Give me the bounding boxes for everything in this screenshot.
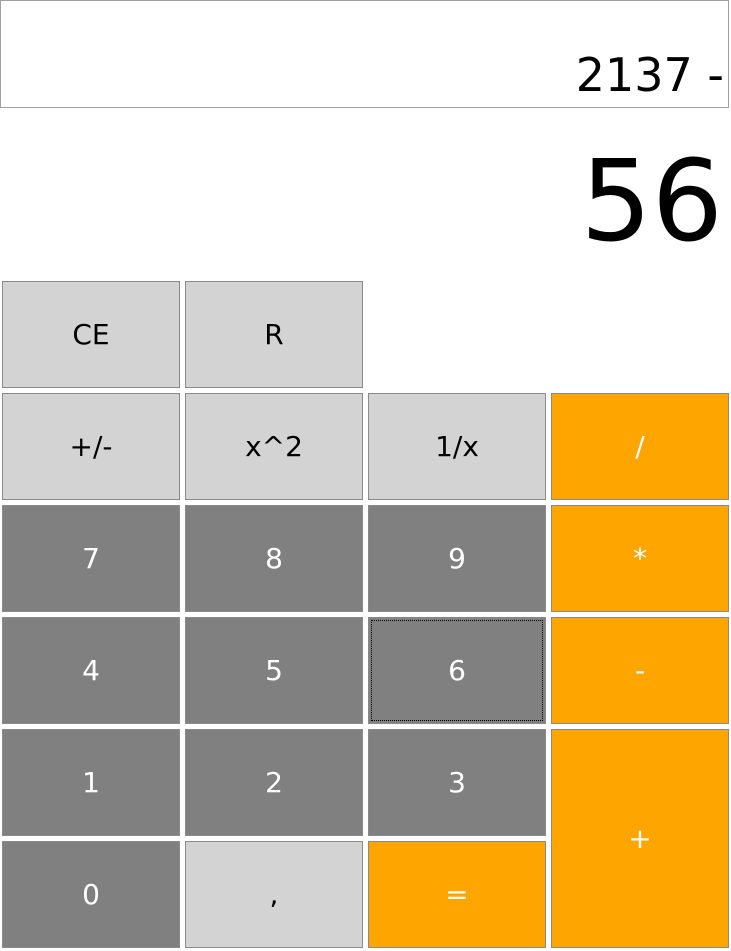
square-button[interactable]: x^2 [185,393,363,500]
digit-0-label: 0 [82,878,100,911]
equals-label: = [445,878,469,911]
digit-4-button[interactable]: 4 [2,617,180,724]
history-expression: 2137 - [575,48,724,102]
decimal-button[interactable]: , [185,841,363,948]
square-label: x^2 [245,430,303,463]
digit-0-button[interactable]: 0 [2,841,180,948]
negate-label: +/- [69,430,113,463]
digit-9-label: 9 [448,542,466,575]
digit-8-label: 8 [265,542,283,575]
add-button[interactable]: + [551,729,729,948]
digit-3-button[interactable]: 3 [368,729,546,836]
digit-4-label: 4 [82,654,100,687]
digit-5-label: 5 [265,654,283,687]
digit-7-button[interactable]: 7 [2,505,180,612]
multiply-button[interactable]: * [551,505,729,612]
reciprocal-label: 1/x [435,430,479,463]
decimal-label: , [269,878,279,911]
equals-button[interactable]: = [368,841,546,948]
digit-8-button[interactable]: 8 [185,505,363,612]
multiply-label: * [633,542,647,575]
digit-2-label: 2 [265,766,283,799]
digit-3-label: 3 [448,766,466,799]
clear-entry-label: CE [72,318,110,351]
add-label: + [628,822,652,855]
digit-5-button[interactable]: 5 [185,617,363,724]
reciprocal-button[interactable]: 1/x [368,393,546,500]
reset-label: R [264,318,284,351]
digit-7-label: 7 [82,542,100,575]
reset-button[interactable]: R [185,281,363,388]
negate-button[interactable]: +/- [2,393,180,500]
clear-entry-button[interactable]: CE [2,281,180,388]
digit-6-button[interactable]: 6 [368,617,546,724]
result-display: 56 [580,137,723,267]
history-display: 2137 - [0,0,729,108]
digit-9-button[interactable]: 9 [368,505,546,612]
subtract-button[interactable]: - [551,617,729,724]
digit-2-button[interactable]: 2 [185,729,363,836]
digit-6-label: 6 [448,654,466,687]
divide-label: / [635,430,645,463]
digit-1-label: 1 [82,766,100,799]
subtract-label: - [634,654,646,687]
digit-1-button[interactable]: 1 [2,729,180,836]
focus-ring [371,620,543,721]
divide-button[interactable]: / [551,393,729,500]
